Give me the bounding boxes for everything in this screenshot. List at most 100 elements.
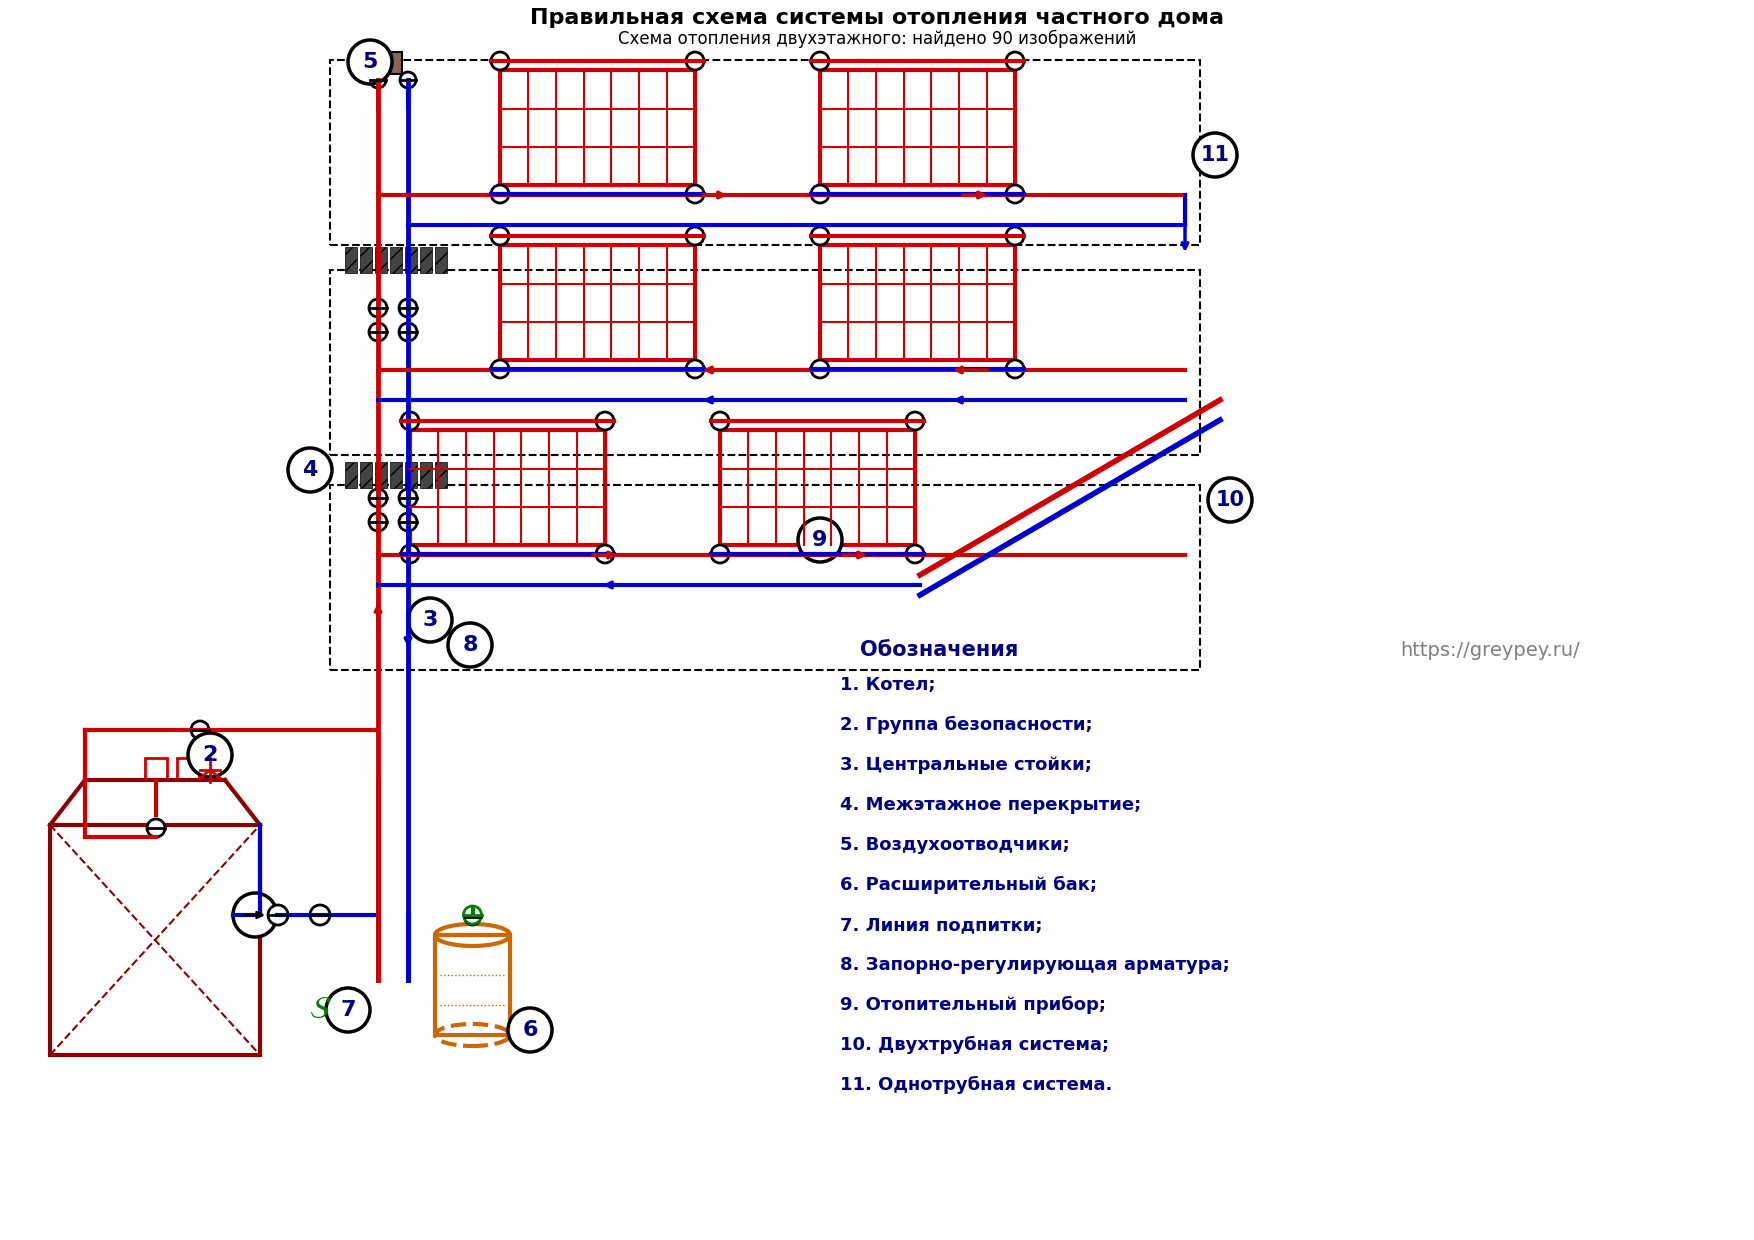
Circle shape [402, 412, 419, 430]
Bar [389, 463, 402, 489]
Bar [330, 60, 1200, 246]
Circle shape [491, 360, 509, 378]
Circle shape [907, 412, 924, 430]
Circle shape [810, 227, 830, 246]
Text: 3. Центральные стойки;: 3. Центральные стойки; [840, 756, 1093, 774]
Text: 2: 2 [202, 745, 217, 765]
Bar [435, 247, 447, 273]
Circle shape [400, 72, 416, 88]
Bar [435, 935, 510, 1035]
Bar [360, 247, 372, 273]
Text: 3: 3 [423, 610, 438, 630]
Circle shape [147, 818, 165, 837]
Circle shape [596, 412, 614, 430]
Circle shape [288, 448, 332, 492]
Text: 8. Запорно-регулирующая арматура;: 8. Запорно-регулирующая арматура; [840, 956, 1230, 973]
Bar [419, 463, 431, 489]
Text: 6: 6 [523, 1021, 538, 1040]
Circle shape [686, 227, 703, 246]
Circle shape [310, 905, 330, 925]
Circle shape [368, 322, 388, 341]
Circle shape [1007, 227, 1024, 246]
Bar [177, 758, 198, 780]
Circle shape [368, 513, 388, 531]
Bar [500, 246, 695, 360]
Text: 1. Котел;: 1. Котел; [840, 676, 935, 694]
Bar [51, 825, 260, 1055]
Circle shape [398, 322, 417, 341]
Bar [375, 247, 388, 273]
Bar [375, 463, 388, 489]
Text: 4. Межэтажное перекрытие;: 4. Межэтажное перекрытие; [840, 796, 1142, 813]
Circle shape [463, 906, 482, 924]
Text: 5. Воздухоотводчики;: 5. Воздухоотводчики; [840, 836, 1070, 854]
Circle shape [907, 546, 924, 563]
Bar [360, 463, 372, 489]
Circle shape [188, 733, 232, 777]
Text: Схема отопления двухэтажного: найдено 90 изображений: Схема отопления двухэтажного: найдено 90… [617, 30, 1137, 48]
Circle shape [1209, 477, 1252, 522]
Circle shape [491, 52, 509, 69]
Circle shape [368, 489, 388, 507]
Circle shape [370, 72, 386, 88]
Circle shape [233, 893, 277, 937]
Circle shape [686, 185, 703, 203]
Text: 10: 10 [1216, 490, 1245, 510]
Circle shape [509, 1008, 553, 1052]
Text: 11: 11 [1200, 145, 1230, 165]
Circle shape [810, 52, 830, 69]
Circle shape [810, 185, 830, 203]
Text: $\mathcal{S}$: $\mathcal{S}$ [309, 996, 332, 1024]
Text: 5: 5 [363, 52, 377, 72]
Text: https://greypey.ru/: https://greypey.ru/ [1400, 641, 1580, 660]
Circle shape [398, 489, 417, 507]
Bar [821, 246, 1016, 360]
Bar [821, 69, 1016, 185]
Text: 10. Двухтрубная система;: 10. Двухтрубная система; [840, 1035, 1109, 1054]
Circle shape [686, 52, 703, 69]
Bar [419, 247, 431, 273]
Circle shape [326, 988, 370, 1032]
Text: Обозначения: Обозначения [859, 640, 1019, 660]
Text: 7. Линия подпитки;: 7. Линия подпитки; [840, 916, 1042, 934]
Circle shape [710, 546, 730, 563]
Circle shape [491, 185, 509, 203]
Bar [719, 430, 916, 546]
Circle shape [465, 909, 481, 925]
Circle shape [710, 412, 730, 430]
Text: 7: 7 [340, 999, 356, 1021]
Text: 4: 4 [302, 460, 317, 480]
Bar [389, 247, 402, 273]
Circle shape [368, 299, 388, 317]
Text: 9: 9 [812, 529, 828, 551]
Circle shape [1007, 360, 1024, 378]
Circle shape [810, 360, 830, 378]
Circle shape [686, 360, 703, 378]
Text: 2. Группа безопасности;: 2. Группа безопасности; [840, 715, 1093, 734]
Bar [356, 52, 375, 74]
Bar [405, 463, 417, 489]
Circle shape [402, 546, 419, 563]
Circle shape [398, 513, 417, 531]
Circle shape [347, 40, 391, 84]
Bar [405, 247, 417, 273]
Circle shape [798, 518, 842, 562]
Text: Правильная схема системы отопления частного дома: Правильная схема системы отопления частн… [530, 7, 1224, 29]
Circle shape [447, 622, 493, 667]
Circle shape [491, 227, 509, 246]
Circle shape [191, 720, 209, 739]
Circle shape [268, 905, 288, 925]
Circle shape [398, 299, 417, 317]
Circle shape [596, 546, 614, 563]
Circle shape [1007, 52, 1024, 69]
Bar [330, 270, 1200, 455]
Bar [146, 758, 167, 780]
Circle shape [1193, 133, 1237, 177]
Bar [382, 52, 402, 74]
Text: 8: 8 [463, 635, 477, 655]
Bar [346, 463, 358, 489]
Circle shape [1007, 185, 1024, 203]
Bar [435, 463, 447, 489]
Text: 11. Однотрубная система.: 11. Однотрубная система. [840, 1076, 1112, 1094]
Bar [410, 430, 605, 546]
